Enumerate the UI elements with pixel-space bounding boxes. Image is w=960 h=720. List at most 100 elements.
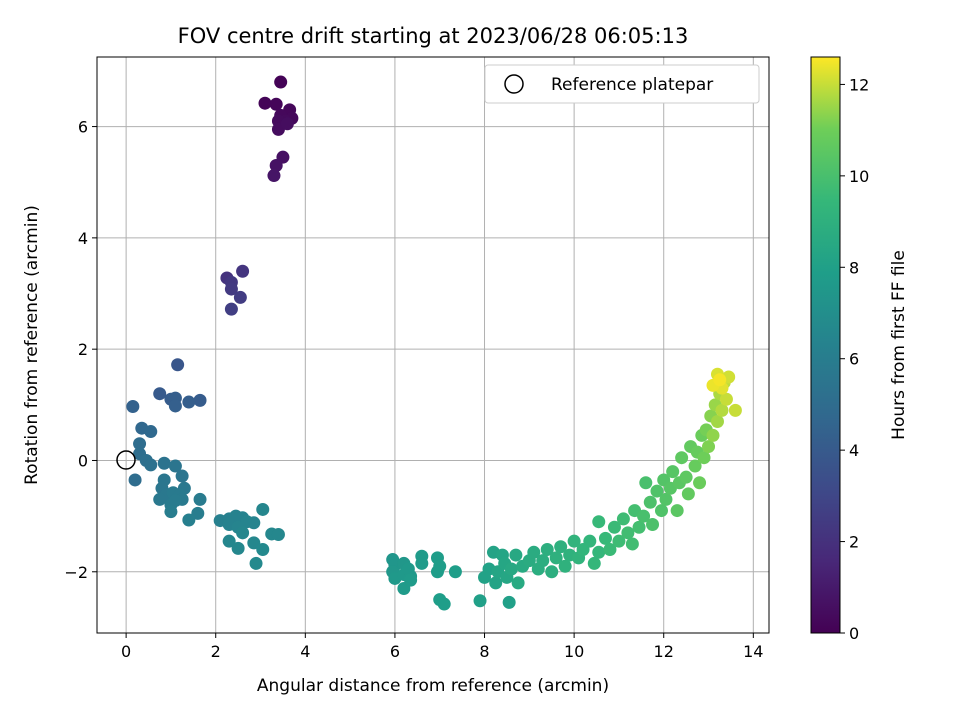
- data-point: [267, 169, 281, 183]
- data-point: [280, 117, 294, 131]
- data-point: [637, 509, 651, 523]
- data-point: [549, 551, 563, 565]
- data-point: [545, 565, 559, 579]
- data-point: [269, 97, 283, 111]
- data-point: [706, 428, 720, 442]
- data-point: [670, 504, 684, 518]
- chart-title: FOV centre drift starting at 2023/06/28 …: [178, 24, 689, 48]
- data-point: [157, 456, 171, 470]
- y-tick-label: 2: [78, 340, 88, 359]
- data-point: [168, 459, 182, 473]
- colorbar-tick-label: 0: [849, 624, 859, 643]
- data-point: [583, 534, 597, 548]
- legend-marker: [504, 74, 524, 94]
- data-point: [193, 393, 207, 407]
- x-tick-label: 6: [390, 642, 400, 661]
- data-point: [587, 556, 601, 570]
- x-axis-ticks: 0 2 4 6 8 10 12 14: [121, 633, 763, 661]
- data-point: [224, 282, 238, 296]
- data-point: [710, 415, 724, 429]
- data-point: [164, 505, 178, 519]
- data-point: [448, 565, 462, 579]
- data-point: [401, 562, 415, 576]
- data-point: [153, 492, 167, 506]
- x-tick-label: 12: [654, 642, 674, 661]
- data-point: [171, 358, 185, 372]
- x-tick-label: 10: [564, 642, 584, 661]
- data-point: [233, 290, 247, 304]
- data-point: [153, 387, 167, 401]
- colorbar-ticks: 0 2 4 6 8 10 12: [840, 75, 869, 643]
- data-point: [231, 541, 245, 555]
- x-tick-label: 4: [300, 642, 310, 661]
- data-point: [193, 492, 207, 506]
- data-point: [558, 559, 572, 573]
- legend-label: Reference platepar: [551, 75, 713, 95]
- data-point: [247, 516, 261, 530]
- data-point: [144, 458, 158, 472]
- y-tick-label: 0: [78, 451, 88, 470]
- data-point: [269, 159, 283, 173]
- data-point: [527, 545, 541, 559]
- data-point: [271, 527, 285, 541]
- data-point: [274, 75, 288, 89]
- data-point: [222, 534, 236, 548]
- data-point: [592, 515, 606, 529]
- data-point: [536, 554, 550, 568]
- data-point: [612, 534, 626, 548]
- data-point: [511, 576, 525, 590]
- data-point: [650, 484, 664, 498]
- data-point: [715, 403, 729, 417]
- data-point: [666, 465, 680, 479]
- data-point: [639, 476, 653, 490]
- data-point: [681, 487, 695, 501]
- data-point: [688, 459, 702, 473]
- data-point: [191, 506, 205, 520]
- colorbar-tick-label: 10: [849, 167, 869, 186]
- colorbar: 0 2 4 6 8 10 12 Hours from first FF file: [810, 56, 909, 643]
- data-point: [168, 494, 182, 508]
- data-point: [502, 595, 516, 609]
- legend: Reference platepar: [484, 64, 760, 104]
- data-point: [168, 399, 182, 413]
- colorbar-label: Hours from first FF file: [889, 250, 909, 440]
- data-point: [679, 470, 693, 484]
- data-point: [509, 548, 523, 562]
- data-point: [489, 576, 503, 590]
- y-tick-label: 6: [78, 118, 88, 137]
- data-point: [625, 537, 639, 551]
- data-point: [249, 556, 263, 570]
- data-point: [567, 534, 581, 548]
- y-axis-ticks: −2 0 2 4 6: [64, 118, 97, 582]
- data-point: [504, 562, 518, 576]
- data-point: [728, 403, 742, 417]
- data-point: [437, 597, 451, 611]
- data-point: [256, 502, 270, 516]
- colorbar-tick-label: 8: [849, 258, 859, 277]
- colorbar-tick-label: 2: [849, 533, 859, 552]
- data-point: [659, 492, 673, 506]
- x-tick-label: 14: [743, 642, 763, 661]
- data-point: [236, 526, 250, 540]
- data-point: [430, 565, 444, 579]
- plot-frame: [96, 56, 770, 634]
- data-point: [133, 437, 147, 451]
- data-points: [126, 75, 742, 611]
- data-point: [540, 543, 554, 557]
- x-tick-label: 0: [121, 642, 131, 661]
- colorbar-tick-label: 4: [849, 441, 859, 460]
- data-point: [473, 594, 487, 608]
- grid: [97, 57, 769, 633]
- data-point: [175, 469, 189, 483]
- data-point: [182, 513, 196, 527]
- data-point: [719, 392, 733, 406]
- data-point: [607, 520, 621, 534]
- data-point: [693, 476, 707, 490]
- colorbar-tick-label: 6: [849, 350, 859, 369]
- data-point: [621, 526, 635, 540]
- data-point: [603, 543, 617, 557]
- colorbar-gradient: [810, 56, 841, 634]
- data-point: [128, 473, 142, 487]
- data-point: [126, 399, 140, 413]
